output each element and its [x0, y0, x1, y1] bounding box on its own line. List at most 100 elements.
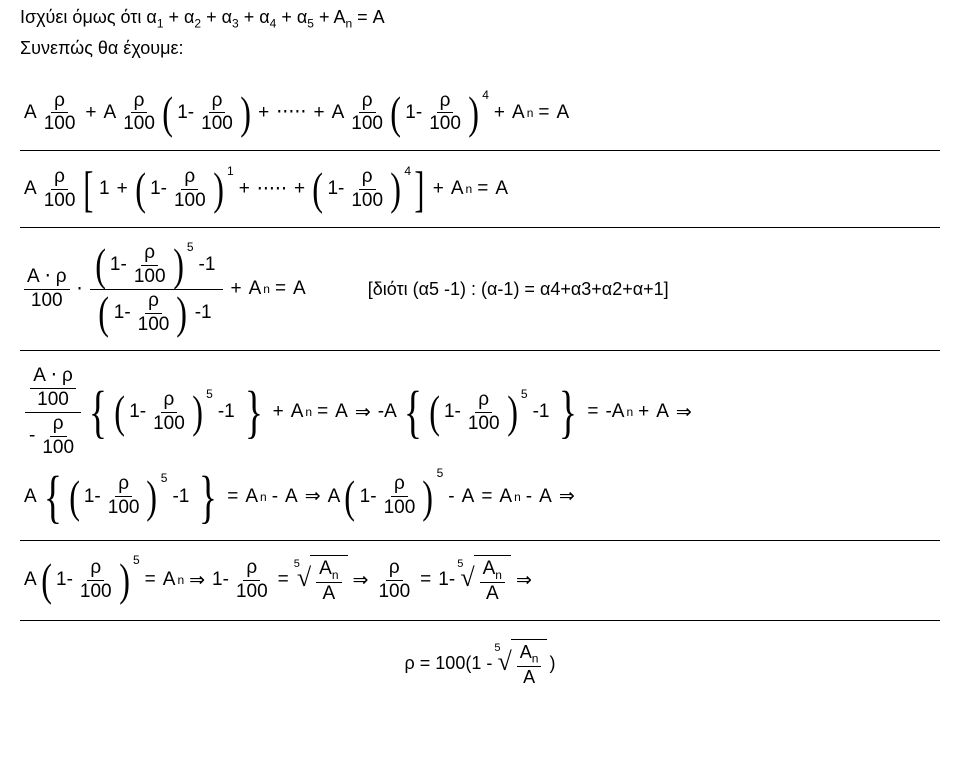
plus: +	[313, 102, 324, 124]
txt: 1-	[327, 178, 344, 200]
den: 100	[120, 113, 158, 136]
A: Α	[495, 178, 508, 200]
txt: 1-	[110, 254, 127, 277]
frac-big: Α⋅ρ 100	[24, 266, 70, 313]
eq: =	[481, 486, 492, 508]
eq-row-b: Α { (1-ρ100)5 -1 } = Αn - Α ⇒ Α (1-ρ100)…	[22, 468, 938, 526]
note-text: [διότι (α5 -1) : (α-1) = α4+α3+α2+α+1]	[368, 279, 669, 300]
txt: 1-	[56, 569, 73, 591]
num: ρ	[475, 389, 492, 413]
root: 5 √ Αn Α	[294, 555, 348, 606]
paren: (1-ρ100)	[39, 557, 132, 604]
txt: + Α	[314, 7, 346, 27]
num: ρ	[437, 90, 454, 114]
paren: (1-ρ100)	[388, 90, 481, 137]
den: Α	[320, 583, 339, 606]
sup: 4	[482, 88, 489, 102]
frac: ρ100	[131, 242, 169, 289]
sub: n	[305, 405, 312, 419]
txt: = Α	[352, 7, 385, 27]
eq-block-2: Α ρ100 [ 1 + (1-ρ100)1 + ⋅⋅⋅⋅⋅ + (1-ρ100…	[20, 151, 940, 228]
bracket: [ 1 + (1-ρ100)1 + ⋅⋅⋅⋅⋅ + (1-ρ100)4 ]	[80, 165, 427, 213]
plus: +	[230, 278, 241, 300]
txt: 1-	[177, 102, 194, 124]
dots: ⋅⋅⋅⋅⋅	[276, 101, 306, 124]
paren: (1-ρ100)	[93, 242, 186, 289]
plus: +	[294, 178, 305, 200]
A: Α	[293, 278, 306, 300]
num: ρ	[51, 166, 68, 190]
final-prefix: ρ = 100(1 -	[405, 653, 493, 674]
sub: n	[532, 651, 539, 665]
den: 100	[41, 190, 79, 213]
frac: ρ100	[171, 166, 209, 213]
minus: -	[29, 425, 35, 448]
A: Α	[319, 558, 332, 579]
A: Α	[249, 278, 262, 300]
one: 1	[99, 178, 110, 200]
A: Α	[656, 401, 669, 423]
num: ρ	[391, 473, 408, 497]
num: ρ	[115, 473, 132, 497]
dot: ⋅	[45, 266, 51, 287]
txt: 1-	[150, 178, 167, 200]
plus: +	[638, 401, 649, 423]
plus: +	[258, 102, 269, 124]
den: 100	[348, 113, 386, 136]
frac: ρ100	[348, 90, 386, 137]
num: ρ	[209, 90, 226, 114]
sub: n	[260, 490, 267, 504]
sub: n	[466, 182, 473, 196]
den: 100	[375, 581, 413, 604]
implies: ⇒	[355, 401, 371, 424]
frac: ρ100	[41, 90, 79, 137]
frac: Αn Α	[316, 558, 341, 606]
A: Α	[291, 401, 304, 423]
paren: (1-ρ100)	[160, 90, 253, 137]
minus1: -1	[533, 401, 550, 423]
eq: =	[145, 569, 156, 591]
txt: + α	[201, 7, 232, 27]
den: 100	[198, 113, 236, 136]
paren: (1-ρ100)	[112, 389, 205, 436]
txt: + α	[276, 7, 307, 27]
minus1: -1	[195, 302, 212, 325]
num: ρ	[87, 557, 104, 581]
sub: n	[495, 567, 502, 581]
num: ρ	[145, 290, 162, 314]
den: 100	[105, 497, 143, 520]
A: Α	[245, 486, 258, 508]
sub: n	[514, 490, 521, 504]
dot: ⋅	[51, 365, 57, 386]
A: Α	[163, 569, 176, 591]
minus: -	[526, 486, 532, 508]
den: 100	[150, 413, 188, 436]
implies: ⇒	[305, 485, 321, 508]
eq-block-final: ρ = 100(1 - 5 √ Αn Α )	[20, 621, 940, 699]
rho: ρ	[56, 266, 67, 287]
plus: +	[494, 102, 505, 124]
plus: +	[85, 102, 96, 124]
den: 100	[39, 437, 77, 460]
implies: ⇒	[353, 569, 369, 592]
intro-text: Ισχύει όμως ότι α1 + α2 + α3 + α4 + α5 +…	[20, 4, 940, 62]
txt: 1-	[84, 486, 101, 508]
sub: n	[332, 567, 339, 581]
brace: { (1-ρ100)5 -1 }	[39, 468, 223, 526]
big-frac: (1-ρ100)5 -1 (1-ρ100) -1	[90, 242, 224, 336]
A: Α	[332, 102, 345, 124]
eq-row: Α ρ100 [ 1 + (1-ρ100)1 + ⋅⋅⋅⋅⋅ + (1-ρ100…	[22, 165, 938, 213]
frac: ρ100	[105, 473, 143, 520]
A: Α	[24, 486, 37, 508]
frac: ρ100	[41, 166, 79, 213]
sup: 4	[404, 164, 411, 178]
brace: { (1-ρ100)5 -1 }	[84, 383, 268, 441]
sub: n	[263, 282, 270, 296]
eq-row-final: ρ = 100(1 - 5 √ Αn Α )	[22, 639, 938, 689]
A: Α	[499, 486, 512, 508]
den: Α	[520, 667, 538, 689]
sup: 5	[161, 471, 168, 485]
frac: Αn Α	[517, 642, 542, 689]
frac: ρ100	[348, 166, 386, 213]
plus: +	[239, 178, 250, 200]
